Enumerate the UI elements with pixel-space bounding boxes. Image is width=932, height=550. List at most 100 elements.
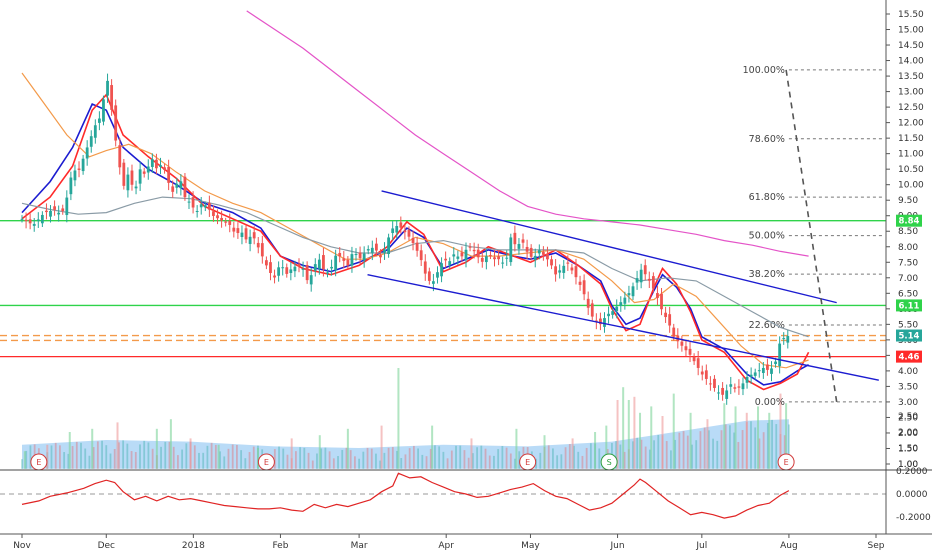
candle-body bbox=[476, 249, 480, 258]
candlesticks bbox=[20, 73, 790, 405]
candle-body bbox=[737, 386, 741, 388]
volume-bar bbox=[408, 448, 411, 469]
volume-bar bbox=[438, 446, 441, 469]
candle-body bbox=[366, 249, 370, 251]
volume-bar bbox=[358, 458, 361, 469]
volume-bar bbox=[463, 450, 466, 469]
volume-bar bbox=[585, 447, 588, 469]
candle-body bbox=[155, 159, 158, 169]
volume-spike bbox=[639, 412, 642, 469]
volume-bar bbox=[615, 441, 618, 469]
candle-body bbox=[142, 171, 146, 174]
candle-body bbox=[517, 243, 521, 249]
volume-bar bbox=[788, 424, 790, 469]
volume-bar bbox=[480, 445, 483, 469]
volume-bar bbox=[160, 446, 162, 469]
candle-body bbox=[411, 237, 415, 244]
price-tick-label: 4.00 bbox=[898, 367, 918, 377]
volume-bar bbox=[691, 444, 693, 469]
volume-bar bbox=[733, 432, 736, 469]
price-badge bbox=[896, 299, 922, 312]
volume-spike bbox=[189, 438, 192, 469]
volume-bar bbox=[556, 455, 559, 469]
volume-bar bbox=[391, 447, 394, 469]
candle-body bbox=[159, 165, 162, 167]
price-tick-label: 2.00 bbox=[898, 429, 918, 439]
candle-body bbox=[529, 247, 533, 257]
volume-bar bbox=[450, 450, 453, 469]
candle-body bbox=[236, 228, 240, 234]
volume-spike bbox=[46, 444, 49, 469]
candle-body bbox=[757, 370, 761, 372]
volume-spike bbox=[785, 403, 788, 469]
volume-spike bbox=[571, 438, 574, 469]
volume-tick-label: 2.50 bbox=[898, 412, 918, 422]
time-tick-label: Jun bbox=[610, 541, 625, 550]
volume-bar bbox=[505, 447, 508, 469]
volume-bar bbox=[581, 455, 584, 469]
volume-bar bbox=[632, 441, 634, 469]
price-tick-label: 8.50 bbox=[898, 227, 918, 237]
candle-body bbox=[24, 219, 28, 222]
candle-body bbox=[753, 372, 757, 376]
price-tick-label: 11.50 bbox=[898, 134, 924, 144]
candle-body bbox=[749, 374, 753, 377]
time-tick-label: Mar bbox=[351, 541, 368, 550]
candle-body bbox=[456, 256, 460, 259]
event-marker-label: E bbox=[36, 458, 41, 467]
drawings[interactable] bbox=[367, 69, 879, 403]
volume-spike bbox=[745, 412, 748, 469]
price-badge-label: 5.14 bbox=[899, 332, 920, 342]
candle-body bbox=[195, 210, 199, 212]
volume-bar bbox=[219, 451, 221, 469]
candle-body bbox=[183, 176, 187, 198]
candle-body bbox=[505, 257, 509, 259]
volume-bar bbox=[455, 445, 457, 469]
volume-bar bbox=[134, 452, 137, 469]
volume-bar bbox=[252, 446, 255, 469]
candle-body bbox=[484, 256, 488, 263]
volume-spike bbox=[515, 428, 518, 469]
candle-body bbox=[285, 267, 289, 274]
fib-level-label: 0.00% bbox=[755, 397, 785, 408]
volume-bar bbox=[294, 451, 297, 469]
channel-line[interactable] bbox=[381, 190, 837, 304]
candle-body bbox=[615, 306, 619, 311]
price-badge-label: 4.46 bbox=[899, 353, 920, 363]
volume-bar bbox=[172, 446, 175, 469]
volume-bar bbox=[417, 448, 419, 469]
candle-body bbox=[265, 260, 268, 266]
candle-body bbox=[374, 243, 378, 251]
candle-body bbox=[635, 278, 639, 283]
volume-bar bbox=[92, 447, 95, 469]
volume-bar bbox=[303, 447, 306, 469]
volume-spike bbox=[256, 448, 259, 469]
trend-line[interactable] bbox=[785, 69, 838, 403]
volume-bar bbox=[332, 458, 335, 469]
volume-bar bbox=[80, 442, 82, 469]
candle-body bbox=[134, 186, 138, 189]
price-tick-label: 14.00 bbox=[898, 57, 924, 67]
candle-body bbox=[362, 253, 366, 261]
volume-bar bbox=[299, 447, 302, 469]
volume-bar bbox=[353, 456, 356, 469]
volume-bar bbox=[446, 458, 449, 469]
candle-body bbox=[741, 383, 745, 390]
volume-bar bbox=[699, 431, 702, 469]
candle-body bbox=[460, 252, 464, 257]
volume-bar bbox=[198, 452, 200, 469]
volume-spike bbox=[633, 396, 636, 469]
candle-body bbox=[207, 202, 211, 210]
volume-bar bbox=[724, 424, 727, 469]
candle-body bbox=[126, 174, 130, 191]
fibonacci-retracement[interactable]: 100.00% 78.60% 61.80% 50.00% 38.20% 22.60% 0.0… bbox=[743, 65, 882, 408]
candle-body bbox=[607, 313, 610, 317]
volume-bar bbox=[754, 427, 757, 469]
volume-bar bbox=[337, 456, 339, 469]
candle-body bbox=[57, 212, 61, 215]
candle-body bbox=[212, 211, 215, 216]
channel-line[interactable] bbox=[367, 274, 879, 381]
volume-bar bbox=[750, 421, 752, 469]
